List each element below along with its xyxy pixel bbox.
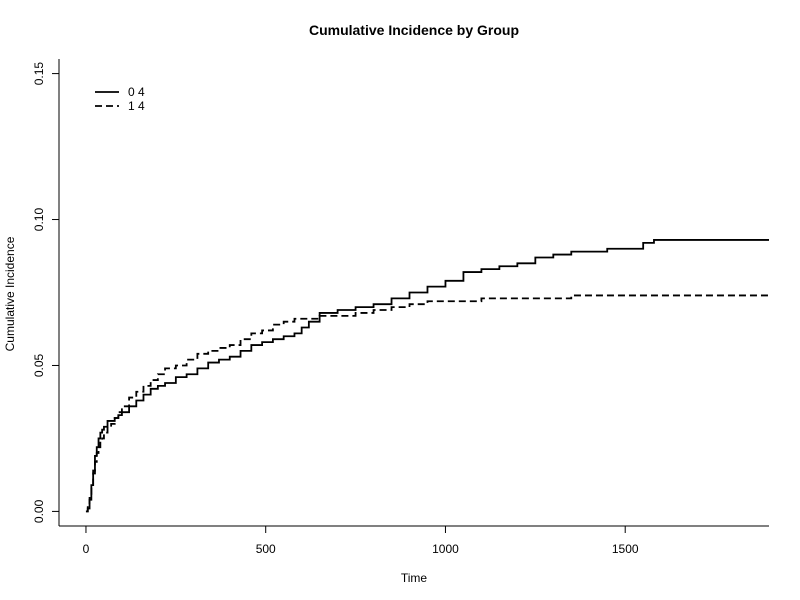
chart-title: Cumulative Incidence by Group <box>309 22 519 38</box>
x-tick-label: 0 <box>83 542 90 556</box>
x-tick-label: 1500 <box>612 542 639 556</box>
series-line-1 <box>85 239 769 513</box>
y-tick-label: 0.10 <box>32 208 46 232</box>
x-tick-label: 1000 <box>432 542 459 556</box>
y-tick-label: 0.05 <box>32 353 46 377</box>
legend-label-1: 0 4 <box>128 85 145 99</box>
series-line-2 <box>85 294 769 513</box>
x-axis: 0 500 1000 1500 <box>83 526 639 556</box>
legend-label-2: 1 4 <box>128 99 145 113</box>
y-axis: 0.00 0.05 0.10 0.15 <box>32 62 59 523</box>
legend: 0 41 4 <box>95 85 145 113</box>
plot-area <box>58 59 769 527</box>
x-axis-label: Time <box>401 571 428 585</box>
x-tick-label: 500 <box>256 542 276 556</box>
series-group <box>85 239 769 513</box>
y-tick-label: 0.00 <box>32 499 46 523</box>
y-tick-label: 0.15 <box>32 62 46 86</box>
y-axis-label: Cumulative Incidence <box>3 236 17 351</box>
